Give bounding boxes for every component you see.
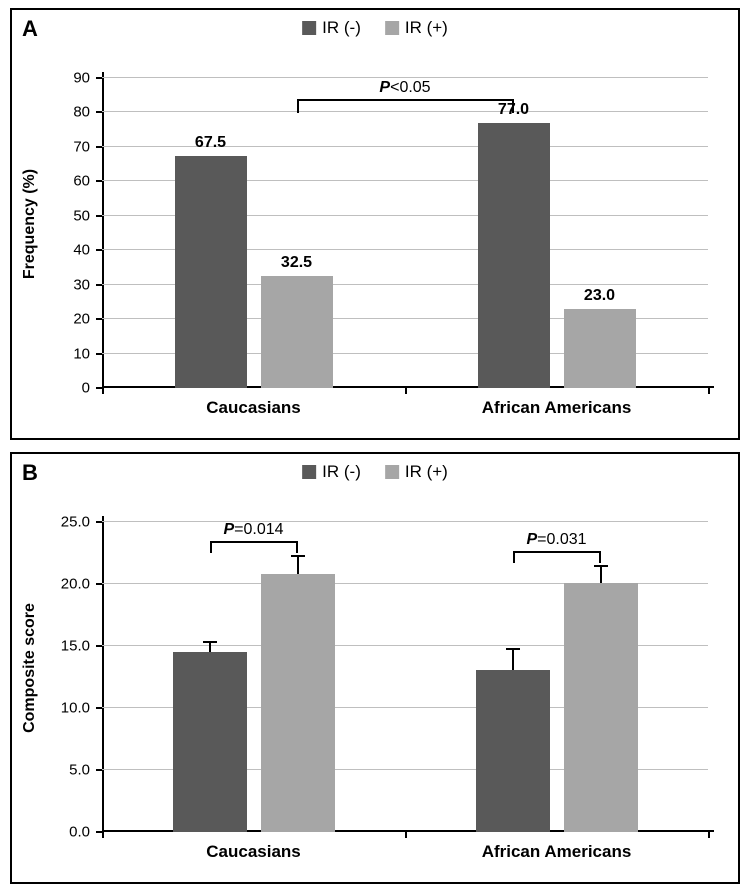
ytick-label: 70 [73, 138, 90, 155]
xtick-mark [405, 832, 407, 838]
xtick-mark [708, 832, 710, 838]
category-label: African Americans [482, 398, 632, 418]
bar-pos [261, 574, 335, 832]
ytick-mark [96, 769, 102, 771]
ytick-mark [96, 146, 102, 148]
legend-item-ir-pos-b: IR (+) [385, 462, 448, 482]
panel-a: A IR (-) IR (+) Frequency (%) 0 10 20 30 40 5… [10, 8, 740, 440]
ytick-label: 5.0 [69, 762, 90, 779]
value-label: 67.5 [195, 134, 226, 152]
ytick-label: 10.0 [61, 700, 90, 717]
legend-label-ir-pos-b: IR (+) [405, 462, 448, 482]
ytick-label: 40 [73, 242, 90, 259]
ytick-mark [96, 249, 102, 251]
legend-label-ir-neg: IR (-) [322, 18, 361, 38]
panel-b-legend: IR (-) IR (+) [302, 462, 448, 482]
error-bar [512, 648, 514, 669]
ytick-label: 10 [73, 345, 90, 362]
panel-a-ylabel: Frequency (%) [21, 169, 39, 279]
ytick-label: 30 [73, 276, 90, 293]
bar-neg [173, 652, 247, 832]
error-bar [297, 555, 299, 574]
gridline [102, 521, 708, 522]
ytick-mark [96, 111, 102, 113]
error-cap [506, 648, 520, 650]
panel-a-legend: IR (-) IR (+) [302, 18, 448, 38]
ytick-label: 90 [73, 70, 90, 87]
ytick-label: 25.0 [61, 514, 90, 531]
bar-neg [476, 670, 550, 832]
error-cap [594, 565, 608, 567]
category-label: African Americans [482, 842, 632, 862]
significance-label: P<0.05 [379, 79, 430, 97]
significance-label: P=0.031 [526, 531, 586, 549]
legend-swatch-ir-pos [385, 21, 399, 35]
ytick-mark [96, 318, 102, 320]
bar-neg [478, 123, 550, 388]
panel-b-y-axis [102, 516, 104, 832]
ytick-mark [96, 583, 102, 585]
ytick-mark [96, 215, 102, 217]
bar-pos [261, 276, 333, 388]
panel-b-ylabel: Composite score [21, 603, 39, 733]
panel-b: B IR (-) IR (+) Composite score 0.05.010… [10, 452, 740, 884]
ytick-mark [96, 521, 102, 523]
value-label: 77.0 [498, 101, 529, 119]
xtick-mark [102, 832, 104, 838]
significance-label: P=0.014 [223, 521, 283, 539]
ytick-label: 15.0 [61, 638, 90, 655]
xtick-mark [405, 388, 407, 394]
ytick-mark [96, 284, 102, 286]
error-cap [291, 555, 305, 557]
legend-item-ir-neg-b: IR (-) [302, 462, 361, 482]
error-bar [600, 565, 602, 582]
bar-neg [175, 156, 247, 389]
legend-item-ir-pos: IR (+) [385, 18, 448, 38]
ytick-label: 80 [73, 104, 90, 121]
ytick-label: 60 [73, 173, 90, 190]
ytick-mark [96, 353, 102, 355]
gridline [102, 111, 708, 112]
legend-label-ir-neg-b: IR (-) [322, 462, 361, 482]
panel-a-label: A [22, 16, 38, 42]
gridline [102, 146, 708, 147]
legend-swatch-ir-pos-b [385, 465, 399, 479]
value-label: 32.5 [281, 254, 312, 272]
panel-b-label: B [22, 460, 38, 486]
ytick-label: 20.0 [61, 576, 90, 593]
xtick-mark [708, 388, 710, 394]
ytick-mark [96, 180, 102, 182]
significance-bracket [513, 551, 601, 553]
ytick-label: 0 [82, 380, 90, 397]
value-label: 23.0 [584, 287, 615, 305]
ytick-mark [96, 645, 102, 647]
ytick-label: 50 [73, 207, 90, 224]
error-cap [203, 641, 217, 643]
legend-item-ir-neg: IR (-) [302, 18, 361, 38]
ytick-mark [96, 77, 102, 79]
panel-b-plot: 0.05.010.015.020.025.0CaucasiansAfrican … [102, 522, 708, 832]
significance-bracket [297, 99, 514, 101]
xtick-mark [102, 388, 104, 394]
bar-pos [564, 309, 636, 388]
legend-swatch-ir-neg-b [302, 465, 316, 479]
bar-pos [564, 583, 638, 832]
ytick-mark [96, 707, 102, 709]
ytick-label: 20 [73, 311, 90, 328]
panel-a-y-axis [102, 72, 104, 388]
category-label: Caucasians [206, 398, 301, 418]
panel-a-plot: 0102030405060708090Caucasians67.532.5Afr… [102, 78, 708, 388]
category-label: Caucasians [206, 842, 301, 862]
legend-label-ir-pos: IR (+) [405, 18, 448, 38]
figure: A IR (-) IR (+) Frequency (%) 0 10 20 30 40 5… [0, 0, 750, 896]
ytick-label: 0.0 [69, 824, 90, 841]
significance-bracket [210, 541, 298, 543]
legend-swatch-ir-neg [302, 21, 316, 35]
